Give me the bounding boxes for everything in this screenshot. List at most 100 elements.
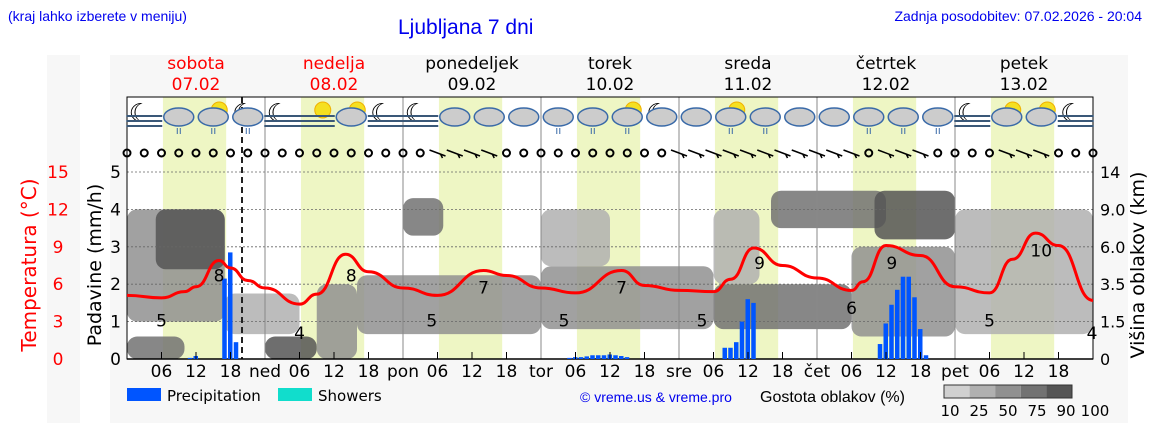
day-name: sobota — [167, 54, 225, 74]
x-hour-tick: 12 — [185, 362, 207, 382]
temperature-label: 8 — [346, 266, 357, 286]
wind-barb-icon — [1015, 149, 1033, 159]
cloud-icon — [473, 107, 505, 127]
sun-cloud-rain-icon: ıı — [197, 101, 229, 137]
location-hint: (kraj lahko izberete v meniju) — [8, 8, 187, 24]
x-hour-tick: 12 — [737, 362, 759, 382]
x-hour-tick: 06 — [979, 362, 1001, 382]
x-hour-tick: 06 — [427, 362, 449, 382]
x-hour-tick: 18 — [358, 362, 380, 382]
wind-barb-icon — [1032, 149, 1050, 159]
cloud-rain-icon: ıı — [922, 107, 954, 137]
x-hour-tick: 12 — [1013, 362, 1035, 382]
precip-bar — [613, 355, 618, 359]
cloud-scale-tick: 50 — [998, 402, 1017, 420]
cloud-icon — [542, 107, 574, 127]
day-date: 13.02 — [1000, 75, 1049, 95]
precip-bar — [900, 276, 906, 359]
x-hour-tick: 12 — [461, 362, 483, 382]
precip-tick: 2 — [110, 275, 121, 295]
calm-wind-icon — [295, 148, 304, 158]
precip-bar — [877, 344, 883, 359]
temperature-label: 9 — [886, 254, 897, 274]
cloud-height-tick: 1.5 — [1100, 313, 1125, 332]
cloud-scale-swatch — [969, 385, 996, 398]
calm-wind-icon — [657, 148, 667, 158]
cloud-rain-icon: ıı — [542, 107, 574, 137]
cloud-icon — [232, 107, 264, 127]
wind-barb-icon — [843, 149, 860, 159]
precip-bar — [228, 252, 233, 359]
moon-fog-icon: ☾ — [1057, 99, 1094, 129]
moon-fog-icon: ☾ — [367, 99, 404, 129]
wind-barb-icon — [670, 149, 688, 159]
x-hour-tick: 06 — [151, 362, 173, 382]
cloud-icon — [1025, 107, 1057, 127]
cloud-icon — [784, 107, 816, 127]
wind-barb-icon — [825, 149, 843, 159]
precip-bar — [912, 297, 917, 359]
cloud-height-tick: 6.0 — [1100, 238, 1125, 257]
precip-bar — [590, 355, 595, 359]
rain-icon: ıı — [900, 124, 906, 137]
precip-bar — [906, 276, 911, 359]
precip-tick: 4 — [110, 200, 121, 220]
x-hour-tick: 06 — [565, 362, 587, 382]
moon-icon: ☾ — [1060, 99, 1083, 129]
calm-wind-icon — [519, 148, 529, 158]
calm-wind-icon — [933, 148, 943, 158]
temp-tick: 0 — [53, 350, 64, 370]
day-name: petek — [1000, 54, 1048, 74]
precip-bar — [734, 342, 739, 359]
cloud-height-tick: 3.5 — [1100, 275, 1125, 294]
precip-bar — [624, 357, 630, 359]
cloud-scale-tick: 100 — [1081, 402, 1110, 420]
cloud-rain-icon: ıı — [163, 107, 195, 137]
precip-bar — [619, 356, 624, 359]
cloud-icon — [473, 107, 505, 127]
precip-legend-swatch — [127, 388, 161, 401]
temperature-label: 5 — [426, 312, 437, 332]
wind-barb-icon — [877, 149, 895, 159]
moon-fog-icon: ☾ — [402, 99, 439, 129]
sun-cloud-icon — [1025, 101, 1057, 127]
sun-cloud-icon — [335, 101, 367, 127]
precip-bar — [187, 357, 193, 359]
x-day-tick: čet — [804, 362, 831, 382]
precip-tick: 5 — [110, 163, 121, 183]
cloud-scale-swatch — [1046, 385, 1072, 398]
calm-wind-icon — [622, 148, 632, 158]
cloud-rain-icon: ıı — [749, 107, 781, 137]
temperature-label: 8 — [214, 266, 225, 286]
precip-bar — [751, 302, 756, 359]
temperature-label: 5 — [156, 312, 167, 332]
moon-icon: ☾ — [957, 99, 980, 129]
calm-wind-icon — [1071, 148, 1081, 158]
moon-fog-icon: ☾ — [264, 99, 301, 129]
rain-icon: ıı — [935, 124, 941, 137]
wind-barb-icon — [791, 149, 809, 159]
cloud-icon — [749, 107, 781, 127]
precip-bar — [578, 357, 584, 359]
cloud-icon — [853, 107, 885, 127]
moon-icon: ☾ — [267, 99, 290, 129]
temperature-label: 9 — [754, 254, 765, 274]
calm-wind-icon — [139, 148, 149, 158]
calm-wind-icon — [571, 148, 580, 158]
moon-fog-icon: ☾ — [126, 99, 163, 129]
cloud-icon — [680, 107, 712, 127]
x-hour-tick: 18 — [634, 362, 656, 382]
temperature-label: 10 — [1030, 241, 1052, 261]
cloud-layer — [265, 336, 317, 359]
precip-bar — [584, 356, 589, 359]
temperature-label: 7 — [616, 279, 627, 299]
x-hour-tick: 18 — [220, 362, 242, 382]
temp-tick: 3 — [53, 313, 64, 333]
wind-barb-icon — [722, 149, 740, 159]
precip-bar — [918, 329, 923, 359]
calm-wind-icon — [553, 148, 563, 158]
calm-wind-icon — [329, 148, 339, 158]
wind-barb-icon — [756, 149, 774, 159]
cloud-icon — [197, 107, 229, 127]
cloud-rain-icon: ıı — [577, 107, 609, 137]
